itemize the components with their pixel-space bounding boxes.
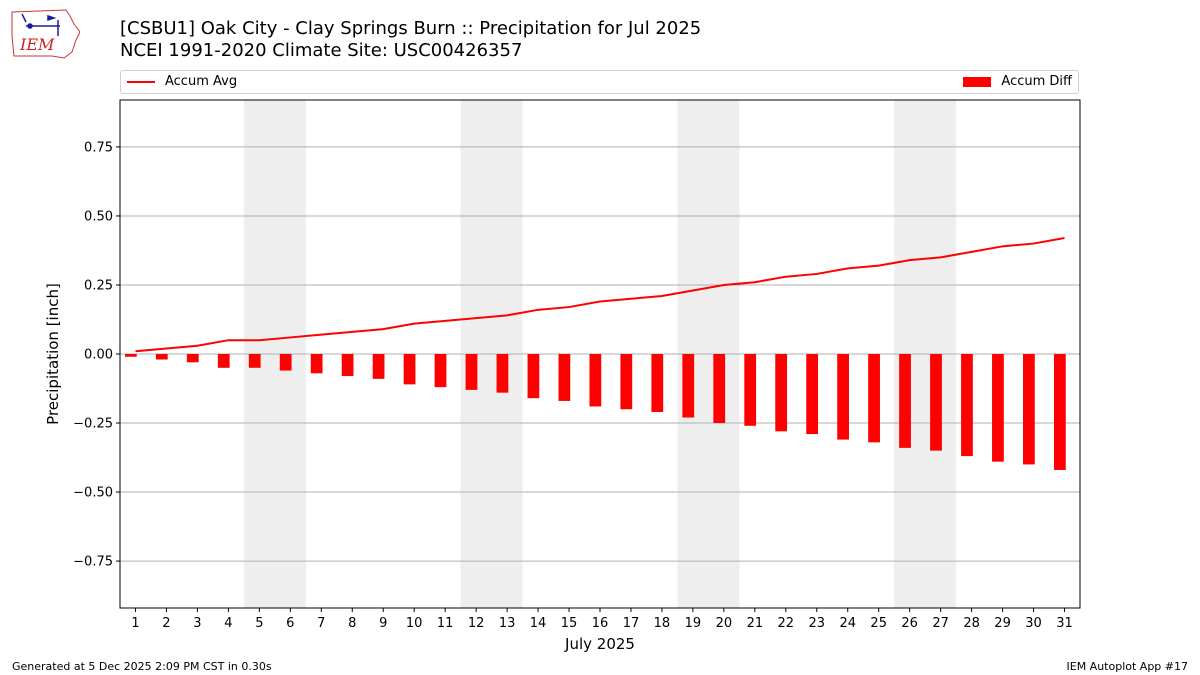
diff-bar bbox=[372, 354, 385, 379]
x-tick-label: 27 bbox=[932, 616, 949, 631]
diff-bar bbox=[899, 354, 911, 448]
x-tick-label: 16 bbox=[592, 616, 609, 631]
diff-bar bbox=[868, 354, 880, 443]
diff-bar bbox=[713, 354, 726, 424]
diff-bar bbox=[279, 354, 292, 371]
x-tick-label: 24 bbox=[839, 616, 856, 631]
y-tick-label: 0.00 bbox=[84, 348, 113, 363]
diff-bar bbox=[992, 354, 1004, 462]
x-tick-label: 13 bbox=[499, 616, 516, 631]
x-tick-label: 21 bbox=[747, 616, 764, 631]
legend-entry-line: Accum Avg bbox=[127, 74, 237, 89]
x-tick-label: 11 bbox=[437, 616, 454, 631]
diff-bar bbox=[806, 354, 819, 435]
diff-bar bbox=[310, 354, 323, 374]
legend: Accum Avg Accum Diff bbox=[120, 70, 1079, 94]
diff-bar bbox=[465, 354, 478, 390]
diff-bar bbox=[496, 354, 509, 393]
diff-bar bbox=[248, 354, 261, 368]
diff-bar bbox=[620, 354, 633, 410]
footer-app: IEM Autoplot App #17 bbox=[1066, 660, 1189, 673]
diff-bar bbox=[961, 354, 973, 457]
chart-title: [CSBU1] Oak City - Clay Springs Burn :: … bbox=[120, 18, 702, 39]
diff-bar bbox=[651, 354, 664, 412]
y-tick-label: −0.50 bbox=[73, 486, 113, 501]
legend-bar-label: Accum Diff bbox=[1001, 74, 1072, 89]
footer-generated: Generated at 5 Dec 2025 2:09 PM CST in 0… bbox=[12, 660, 272, 673]
legend-entry-bar: Accum Diff bbox=[963, 74, 1072, 89]
diff-bar bbox=[434, 354, 447, 388]
avg-line bbox=[135, 237, 1065, 353]
x-tick-label: 30 bbox=[1025, 616, 1042, 631]
diff-bar bbox=[1053, 354, 1066, 470]
diff-bar bbox=[558, 354, 571, 401]
y-tick-label: 0.75 bbox=[84, 140, 113, 155]
x-tick-label: 12 bbox=[468, 616, 485, 631]
legend-bar-swatch bbox=[963, 76, 992, 87]
x-tick-label: 28 bbox=[963, 616, 980, 631]
x-tick-label: 26 bbox=[901, 616, 918, 631]
iem-logo: IEM bbox=[11, 9, 80, 59]
x-tick-label: 3 bbox=[193, 616, 201, 631]
diff-bar bbox=[217, 354, 230, 368]
x-tick-label: 18 bbox=[654, 616, 671, 631]
diff-bar bbox=[837, 354, 849, 440]
x-tick-label: 10 bbox=[406, 616, 423, 631]
x-tick-label: 7 bbox=[317, 616, 325, 631]
y-tick-label: −0.25 bbox=[73, 417, 113, 432]
chart-subtitle: NCEI 1991-2020 Climate Site: USC00426357 bbox=[120, 40, 523, 61]
x-tick-label: 29 bbox=[994, 616, 1011, 631]
weather-station-icon bbox=[21, 13, 60, 36]
diff-bar bbox=[775, 354, 788, 432]
diff-bar bbox=[341, 354, 354, 377]
y-tick-label: 0.50 bbox=[84, 209, 113, 224]
diff-bar bbox=[155, 354, 168, 360]
diff-bar bbox=[682, 354, 695, 418]
x-tick-label: 2 bbox=[162, 616, 170, 631]
x-tick-label: 31 bbox=[1056, 616, 1073, 631]
x-tick-label: 20 bbox=[716, 616, 733, 631]
x-axis-label: July 2025 bbox=[564, 635, 635, 653]
x-tick-label: 15 bbox=[561, 616, 578, 631]
x-tick-label: 5 bbox=[255, 616, 263, 631]
diff-bar bbox=[1023, 354, 1035, 465]
diff-bar bbox=[186, 354, 199, 363]
diff-bar bbox=[930, 354, 942, 451]
legend-line-swatch bbox=[127, 80, 155, 83]
iowa-outline-icon bbox=[11, 9, 80, 59]
x-tick-label: 25 bbox=[870, 616, 887, 631]
y-tick-label: −0.75 bbox=[73, 555, 113, 570]
diff-bar bbox=[527, 354, 540, 399]
legend-line-label: Accum Avg bbox=[165, 74, 238, 89]
x-tick-label: 22 bbox=[778, 616, 795, 631]
y-tick-label: 0.25 bbox=[84, 278, 113, 293]
x-tick-label: 1 bbox=[131, 616, 139, 631]
x-tick-label: 19 bbox=[685, 616, 702, 631]
diff-bar bbox=[744, 354, 757, 426]
diff-bar bbox=[589, 354, 602, 407]
x-tick-label: 8 bbox=[348, 616, 356, 631]
x-tick-label: 23 bbox=[809, 616, 826, 631]
diff-bar bbox=[403, 354, 416, 385]
x-tick-label: 9 bbox=[379, 616, 387, 631]
x-tick-label: 4 bbox=[224, 616, 232, 631]
logo-text: IEM bbox=[19, 35, 55, 54]
diff-bar bbox=[124, 354, 137, 357]
x-tick-label: 17 bbox=[623, 616, 640, 631]
x-tick-label: 6 bbox=[286, 616, 294, 631]
x-tick-label: 14 bbox=[530, 616, 547, 631]
y-axis-label: Precipitation [inch] bbox=[44, 283, 62, 425]
